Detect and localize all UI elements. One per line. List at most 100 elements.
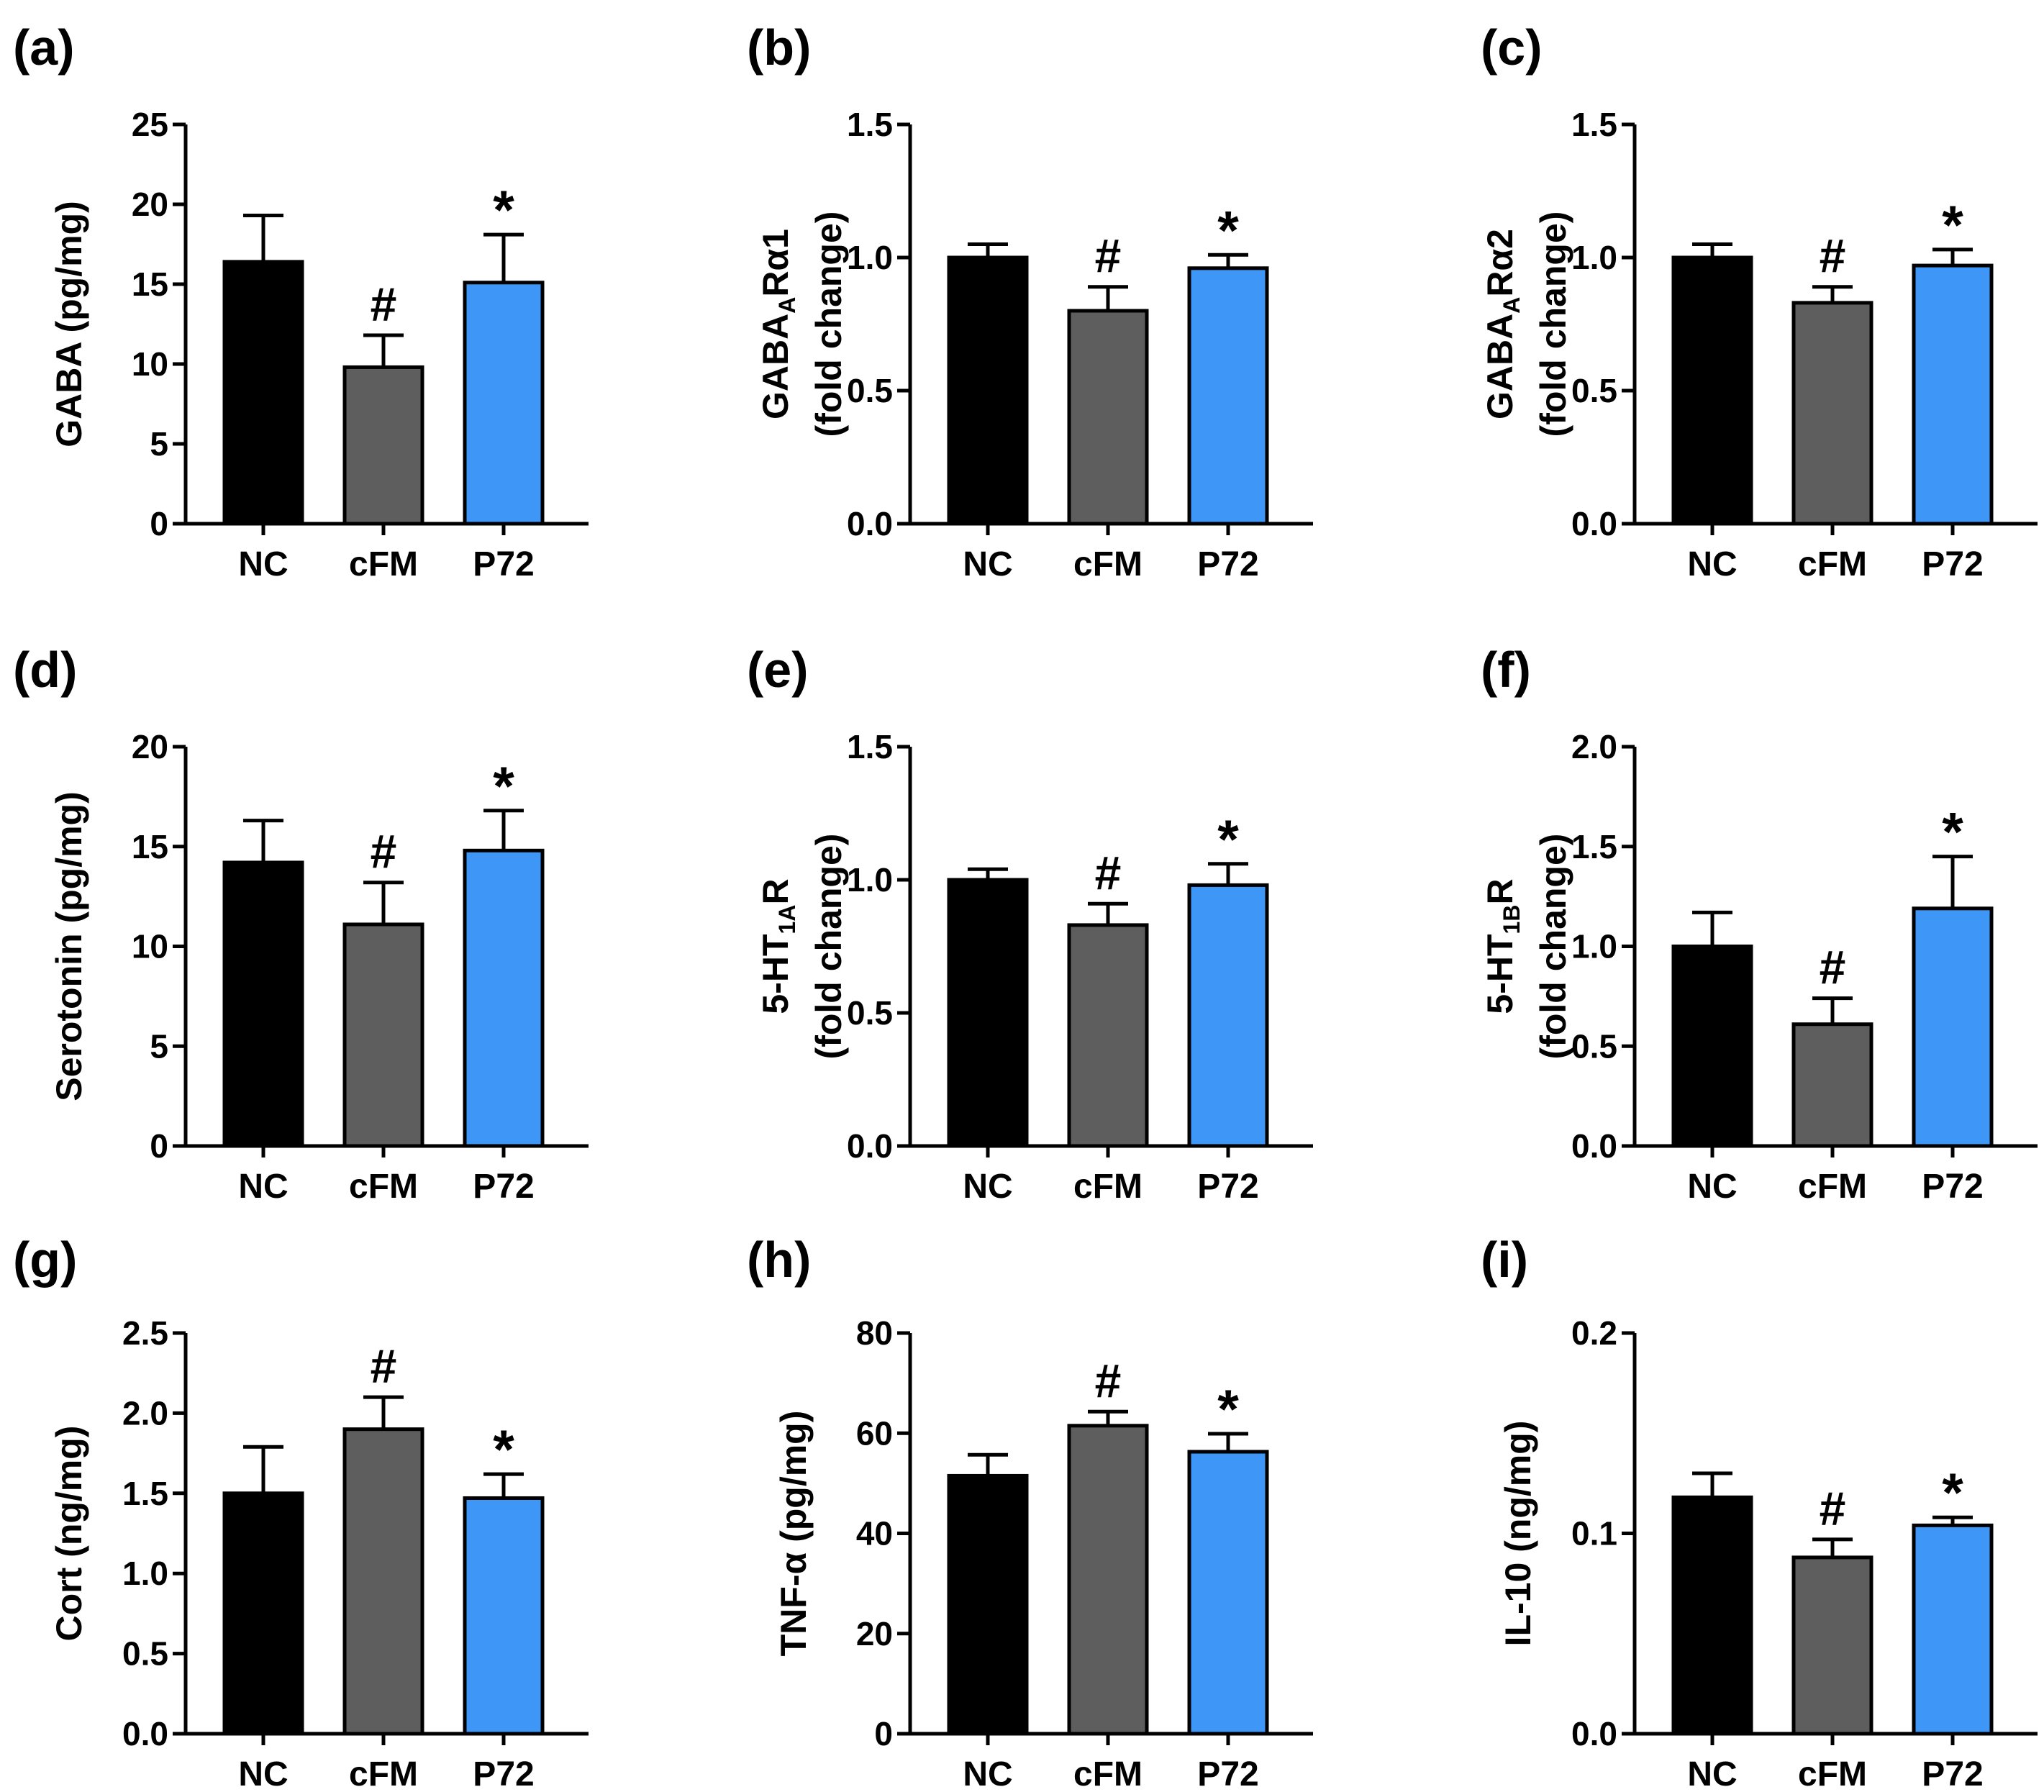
panel-letter: (a) xyxy=(13,19,75,76)
y-tick-label: 5 xyxy=(150,425,168,463)
bar-nc xyxy=(947,878,1029,1148)
y-axis-title-line2: (fold change) xyxy=(1533,212,1573,437)
bar-nc xyxy=(222,1491,304,1736)
significance-hash: # xyxy=(1820,941,1846,994)
y-axis-title: Serotonin (pg/mg) xyxy=(49,791,89,1101)
x-category-label: cFM xyxy=(349,545,418,583)
y-axis-title-subscript: 1B xyxy=(1499,905,1525,934)
x-category-label: cFM xyxy=(1798,545,1867,583)
y-axis-title-line2: (fold change) xyxy=(1533,834,1573,1060)
y-tick-label: 1.5 xyxy=(847,106,893,143)
y-tick-label: 10 xyxy=(132,928,168,965)
y-axis-title: TNF-α (pg/mg) xyxy=(773,1411,814,1657)
y-tick-label: 15 xyxy=(132,828,168,865)
significance-hash: # xyxy=(371,825,397,878)
bar-p72 xyxy=(463,848,545,1148)
panel-letter: (b) xyxy=(747,19,811,76)
significance-hash: # xyxy=(1820,229,1846,283)
bar-p72 xyxy=(463,281,545,526)
x-category-label: P72 xyxy=(1197,1168,1258,1206)
x-category-label: NC xyxy=(1687,545,1737,583)
bar-nc xyxy=(222,260,304,526)
significance-hash: # xyxy=(371,1340,397,1393)
x-category-label: P72 xyxy=(473,545,534,583)
y-tick-label: 0 xyxy=(874,1715,893,1752)
y-tick-label: 0.5 xyxy=(1571,1027,1617,1065)
y-tick-label: 20 xyxy=(132,728,168,765)
significance-hash: # xyxy=(1095,846,1122,899)
panel-letter: (e) xyxy=(747,642,809,698)
y-tick-label: 1.0 xyxy=(1571,928,1617,965)
y-axis-title-part: TNF-α (pg/mg) xyxy=(773,1411,814,1657)
panel-letter: (c) xyxy=(1481,19,1543,76)
y-tick-label: 1.5 xyxy=(1571,828,1617,865)
bar-cfm xyxy=(1791,301,1873,526)
y-axis-title: GABAARα2 xyxy=(1480,229,1525,419)
y-axis-title-part: Serotonin (pg/mg) xyxy=(49,791,89,1101)
panel-letter: (h) xyxy=(747,1232,811,1288)
x-category-label: NC xyxy=(963,1755,1012,1792)
bar-nc xyxy=(222,860,304,1148)
y-tick-label: 2.5 xyxy=(122,1314,168,1352)
y-tick-label: 0.0 xyxy=(847,1127,893,1165)
y-tick-label: 0.5 xyxy=(1571,372,1617,409)
y-axis-title: GABAARα1 xyxy=(755,229,800,419)
y-tick-label: 0.0 xyxy=(1571,1715,1617,1752)
y-tick-label: 1.0 xyxy=(847,861,893,899)
y-tick-label: 1.0 xyxy=(122,1555,168,1592)
x-category-label: NC xyxy=(238,545,288,583)
y-tick-label: 1.0 xyxy=(1571,239,1617,276)
y-tick-label: 0.2 xyxy=(1571,1314,1617,1352)
y-axis-title-subscript: A xyxy=(774,297,800,314)
x-category-label: NC xyxy=(1687,1755,1737,1792)
x-category-label: P72 xyxy=(1197,1755,1258,1792)
bar-p72 xyxy=(1912,1523,1994,1736)
y-tick-label: 20 xyxy=(856,1615,893,1652)
panel-d: (d) 0 5 10 15 20 NC # cFM * P72 Serotonin (pg/mg) xyxy=(13,642,589,1206)
y-tick-label: 40 xyxy=(856,1515,893,1552)
significance-star: * xyxy=(493,180,514,241)
y-axis-title-part: IL-10 (ng/mg) xyxy=(1498,1421,1538,1647)
panel-i: (i) 0.0 0.1 0.2 NC # cFM * P72 IL-10 (ng/mg) xyxy=(1481,1232,2038,1792)
y-axis-title-part: GABA (pg/mg) xyxy=(49,201,89,447)
y-axis-title: 5-HT1AR xyxy=(755,878,800,1014)
y-tick-label: 0 xyxy=(150,505,168,542)
significance-star: * xyxy=(493,756,514,817)
bar-nc xyxy=(1671,1495,1753,1736)
y-axis-title: IL-10 (ng/mg) xyxy=(1498,1421,1538,1647)
bar-nc xyxy=(1671,255,1753,526)
y-axis-title-part: 5-HT xyxy=(1480,934,1520,1014)
y-tick-label: 0.5 xyxy=(847,994,893,1032)
y-tick-label: 5 xyxy=(150,1027,168,1065)
significance-star: * xyxy=(1217,809,1239,870)
y-axis-title-part: Rα2 xyxy=(1480,229,1520,297)
y-axis-title-part: 5-HT xyxy=(755,934,796,1014)
bar-p72 xyxy=(463,1496,545,1736)
y-axis-title-line2: (fold change) xyxy=(809,834,849,1060)
panel-h: (h) 0 20 40 60 80 NC # cFM * P72 TNF-α (pg/mg) xyxy=(747,1232,1313,1792)
y-tick-label: 0.5 xyxy=(847,372,893,409)
y-tick-label: 1.0 xyxy=(847,239,893,276)
bar-nc xyxy=(1671,945,1753,1148)
significance-star: * xyxy=(493,1419,514,1481)
y-axis-title-part: GABA xyxy=(755,314,796,419)
y-tick-label: 1.5 xyxy=(1571,106,1617,143)
y-tick-label: 0.1 xyxy=(1571,1515,1617,1552)
x-category-label: cFM xyxy=(1073,545,1143,583)
bar-nc xyxy=(947,255,1029,526)
bar-cfm xyxy=(1791,1022,1873,1148)
x-category-label: NC xyxy=(963,1168,1012,1206)
x-category-label: NC xyxy=(238,1755,288,1792)
x-category-label: P72 xyxy=(473,1168,534,1206)
y-tick-label: 0.5 xyxy=(122,1635,168,1673)
bar-p72 xyxy=(1187,266,1269,526)
y-tick-label: 0.0 xyxy=(1571,1127,1617,1165)
significance-hash: # xyxy=(371,278,397,331)
x-category-label: NC xyxy=(238,1168,288,1206)
panel-letter: (f) xyxy=(1481,642,1531,698)
x-category-label: cFM xyxy=(1073,1755,1143,1792)
y-axis-title: Cort (ng/mg) xyxy=(49,1426,89,1642)
bar-nc xyxy=(947,1473,1029,1736)
